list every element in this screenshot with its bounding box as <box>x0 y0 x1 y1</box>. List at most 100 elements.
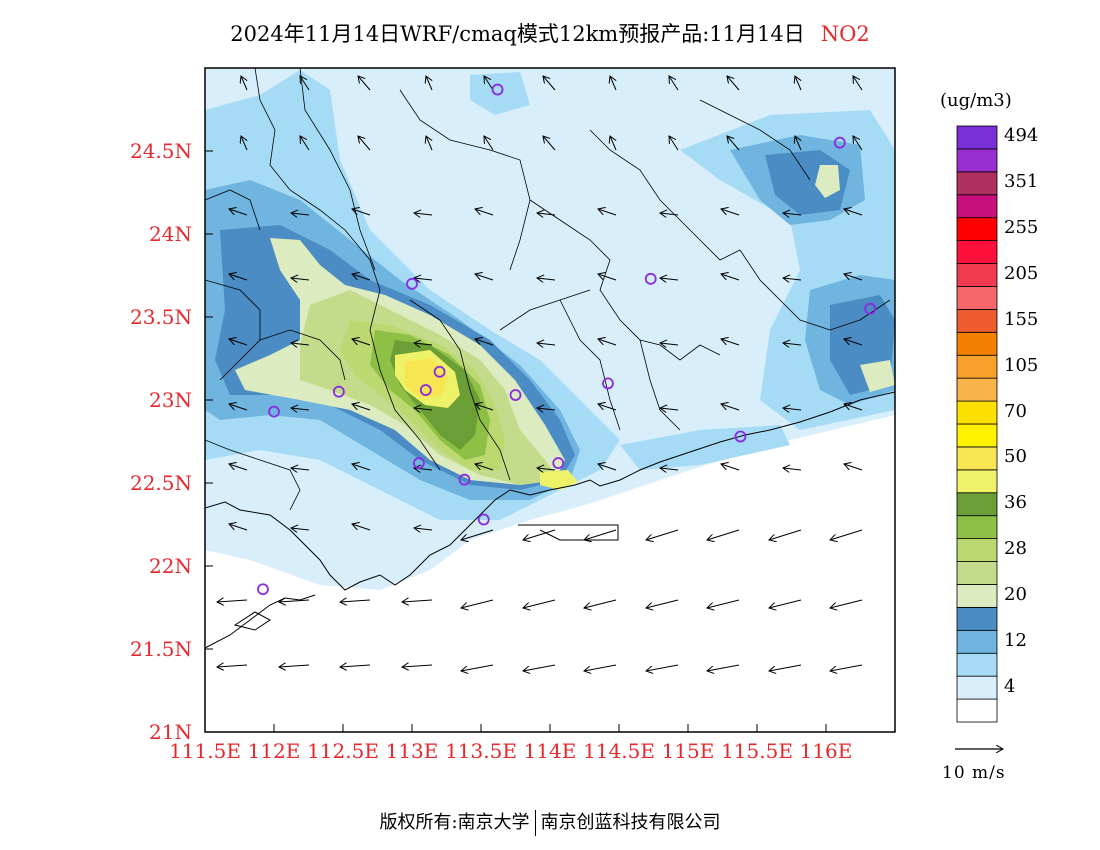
wind-arrow <box>523 599 556 608</box>
wind-arrow <box>291 278 310 280</box>
monitoring-site-marker <box>833 136 846 149</box>
monitoring-site-marker <box>419 384 432 396</box>
monitoring-site-marker <box>412 457 425 469</box>
wind-arrow <box>475 404 494 411</box>
border-14 <box>639 339 681 431</box>
wind-arrow <box>291 343 310 345</box>
wind-vectors <box>217 76 863 671</box>
wind-arrow <box>414 408 433 410</box>
monitoring-site-marker <box>433 365 446 378</box>
coastline <box>205 391 895 649</box>
lat-label: 24N <box>149 222 192 246</box>
wind-arrow <box>769 599 802 608</box>
admin-borders <box>205 68 891 511</box>
wind-arrow <box>598 209 617 216</box>
legend-tick-label: 155 <box>1004 308 1039 330</box>
lon-label: 112E <box>248 739 301 763</box>
wind-arrow <box>352 209 371 216</box>
wind-arrow <box>340 665 371 667</box>
wind-arrow <box>610 76 617 91</box>
wind-arrow <box>795 136 802 151</box>
wind-arrow <box>352 274 371 281</box>
wind-arrow <box>229 524 248 531</box>
wind-arrow <box>352 464 371 471</box>
border-13 <box>559 299 621 431</box>
wind-arrow <box>660 468 679 470</box>
wind-arrow <box>358 136 371 151</box>
border-1 <box>254 68 381 331</box>
wind-arrow <box>426 136 433 151</box>
coastline-island <box>233 611 271 631</box>
wind-arrow <box>475 209 494 216</box>
wind-arrow <box>721 339 740 346</box>
wind-arrow <box>402 665 433 667</box>
wind-arrow <box>414 213 433 215</box>
pollutant-label: NO2 <box>820 22 870 46</box>
wind-arrow <box>660 278 679 280</box>
company-text: 南京创蓝科技有限公司 <box>540 812 721 833</box>
colorbar-segment <box>956 675 998 700</box>
wind-arrow <box>414 528 433 530</box>
wind-arrow <box>844 339 863 346</box>
colorbar-segment <box>956 148 998 173</box>
legend-tick-label: 20 <box>1004 583 1027 605</box>
copyright-text: 版权所有:南京大学 <box>379 812 530 833</box>
monitoring-site-marker <box>734 430 747 443</box>
no2-level-45-southern <box>540 470 578 490</box>
lat-label: 23.5N <box>130 305 192 329</box>
lat-label: 24.5N <box>130 139 192 163</box>
wind-arrow <box>660 343 679 345</box>
wind-arrow <box>853 136 863 151</box>
colorbar-segment <box>956 171 998 196</box>
wind-arrow <box>291 408 310 410</box>
wind-arrow <box>830 529 863 540</box>
wind-arrow <box>352 404 371 411</box>
colorbar-segment <box>956 400 998 425</box>
wind-arrow <box>830 664 863 671</box>
colorbar-segment <box>956 561 998 585</box>
lon-label: 111.5E <box>169 739 241 763</box>
colorbar-segment <box>956 194 998 219</box>
legend-tick-label: 205 <box>1004 263 1039 284</box>
title-main: 2024年11月14日WRF/cmaq模式12km预报产品:11月14日 <box>230 22 805 46</box>
wind-arrow <box>461 599 494 608</box>
border-7 <box>739 249 891 331</box>
colorbar-segment <box>956 446 998 471</box>
wind-arrow <box>783 343 802 345</box>
wind-arrow <box>229 339 248 346</box>
wind-arrow <box>721 404 740 411</box>
lon-label: 114.5E <box>583 739 655 763</box>
wind-arrow <box>660 408 679 410</box>
wind-arrow <box>598 339 617 346</box>
wind-arrow <box>340 600 371 602</box>
legend-tick-label: 70 <box>1004 400 1027 422</box>
colorbar-segment <box>956 308 998 333</box>
wind-arrow <box>241 136 248 151</box>
wind-arrow <box>414 278 433 280</box>
lat-label: 22.5N <box>130 471 192 495</box>
monitoring-site-marker <box>509 389 522 401</box>
wind-arrow <box>783 468 802 470</box>
lon-label: 112.5E <box>307 739 379 763</box>
lat-label: 22N <box>149 554 192 578</box>
monitoring-sites <box>257 83 877 596</box>
monitoring-site-marker <box>406 277 418 290</box>
colorbar-segment <box>956 652 998 677</box>
border-8 <box>369 329 441 471</box>
colorbar-segment <box>956 377 998 402</box>
wind-arrow <box>721 464 740 471</box>
border-5 <box>589 129 741 261</box>
wind-arrow <box>523 664 556 671</box>
wind-arrow <box>279 600 310 602</box>
wind-arrow <box>484 136 494 151</box>
border-11 <box>259 329 346 381</box>
wind-arrow <box>769 529 802 540</box>
wind-arrow <box>537 468 556 470</box>
wind-arrow <box>291 528 310 530</box>
wind-arrow <box>598 464 617 471</box>
colorbar-segment <box>956 584 998 608</box>
colorbar-segment <box>956 217 998 242</box>
wind-arrow <box>461 664 494 671</box>
wind-arrow <box>475 339 494 346</box>
wind-arrow <box>598 274 617 281</box>
